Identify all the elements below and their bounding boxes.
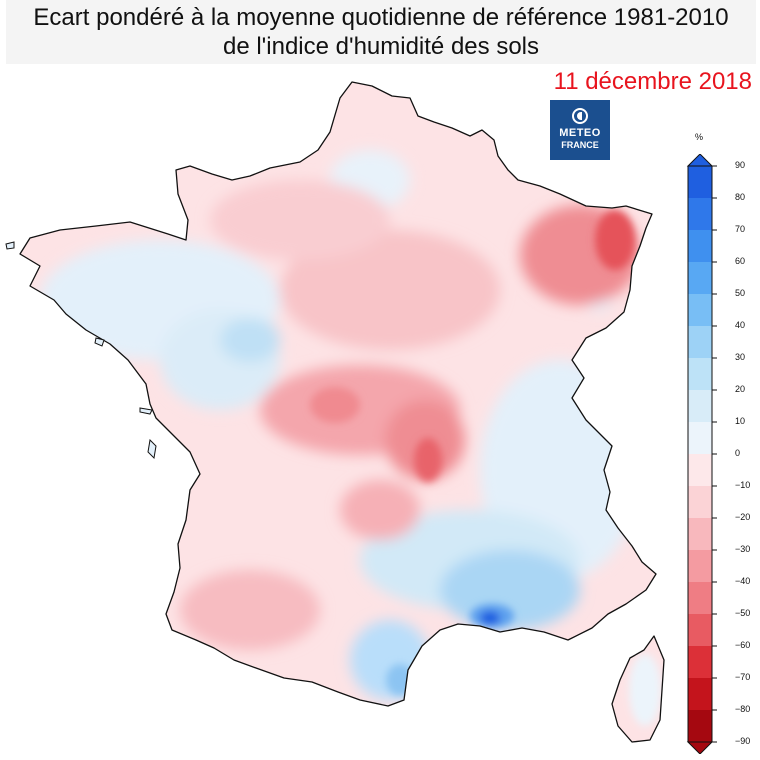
title-band xyxy=(6,0,756,64)
legend-tick-label: 10 xyxy=(735,416,746,426)
title-line-2: de l'indice d'humidité des sols xyxy=(222,33,539,60)
legend-tick-label: 70 xyxy=(735,224,746,234)
dry-core-alsace xyxy=(595,210,635,270)
legend-tick-label: 50 xyxy=(735,288,746,298)
legend-swatch xyxy=(688,646,712,679)
legend-unit: % xyxy=(695,132,704,142)
corsica-outline xyxy=(611,635,665,743)
island-belle-ile xyxy=(94,337,105,347)
legend-tick-label: −40 xyxy=(735,576,751,586)
legend-swatch xyxy=(688,486,712,519)
meteo-france-logo: METEO FRANCE xyxy=(550,100,610,160)
map-title: Ecart pondéré à la moyenne quotidienne d… xyxy=(6,3,756,61)
legend-tick-label: −30 xyxy=(735,544,751,554)
legend-swatch xyxy=(688,166,712,199)
legend-swatch xyxy=(688,710,712,743)
legend-tick-label: 90 xyxy=(735,160,746,170)
wet-core-roussillon xyxy=(386,664,414,696)
legend-swatch xyxy=(688,550,712,583)
dry-zone-north xyxy=(210,180,390,260)
logo-icon xyxy=(572,108,588,124)
dry-zone-aquitaine xyxy=(180,570,320,650)
legend-swatch xyxy=(688,230,712,263)
title-line-1: Ecart pondéré à la moyenne quotidienne d… xyxy=(33,4,729,31)
legend-swatch xyxy=(688,614,712,647)
dry-core-centre xyxy=(310,387,360,423)
logo-line-2: FRANCE xyxy=(561,140,599,150)
legend-tick-label: 80 xyxy=(735,192,746,202)
legend-swatch xyxy=(688,422,712,455)
legend-tick-label: 20 xyxy=(735,384,746,394)
legend-tick-label: −90 xyxy=(735,736,751,746)
legend-swatch xyxy=(688,198,712,231)
wet-zone-anjou xyxy=(220,318,280,362)
island-oleron xyxy=(147,438,157,460)
island-re xyxy=(139,407,153,415)
wet-core-marseille-inner xyxy=(480,611,500,625)
legend-tick-label: −60 xyxy=(735,640,751,650)
legend-tick-label: −20 xyxy=(735,512,751,522)
legend-swatch xyxy=(688,454,712,487)
legend-tick-label: −80 xyxy=(735,704,751,714)
logo-line-1: METEO xyxy=(559,127,601,139)
corsica-wet xyxy=(629,654,661,726)
legend-tick-label: −10 xyxy=(735,480,751,490)
island-ouessant xyxy=(5,241,15,250)
legend-tick-label: 60 xyxy=(735,256,746,266)
legend-swatch xyxy=(688,582,712,615)
dry-zone-paris xyxy=(280,230,500,350)
france-map xyxy=(5,81,665,743)
legend-min-arrow xyxy=(686,741,714,754)
legend-swatch xyxy=(688,294,712,327)
legend-swatch xyxy=(688,326,712,359)
dry-zone-limousin xyxy=(340,480,420,540)
legend-swatch xyxy=(688,678,712,711)
date-label: 11 décembre 2018 xyxy=(553,68,752,95)
legend-tick-label: 40 xyxy=(735,320,746,330)
legend-swatch xyxy=(688,262,712,295)
legend-swatch xyxy=(688,358,712,391)
legend-tick-label: −70 xyxy=(735,672,751,682)
legend-tick-label: 0 xyxy=(735,448,741,458)
france-outline xyxy=(19,81,657,707)
legend-max-arrow xyxy=(686,154,714,167)
legend-swatch xyxy=(688,518,712,551)
dry-core-auvergne xyxy=(414,438,442,482)
legend-tick-label: −50 xyxy=(735,608,751,618)
legend-swatch xyxy=(688,390,712,423)
legend-colorbar xyxy=(686,154,717,754)
legend-tick-label: 30 xyxy=(735,352,746,362)
